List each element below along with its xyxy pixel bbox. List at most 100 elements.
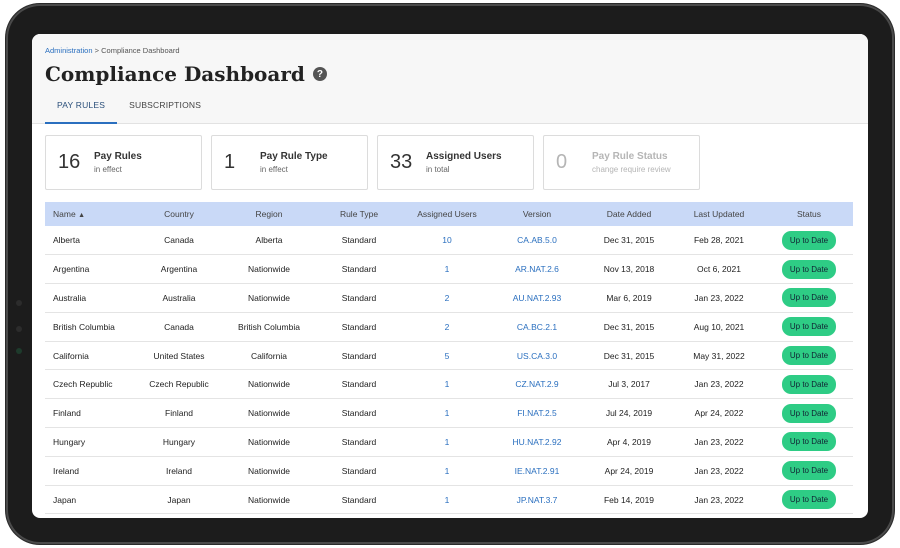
card-value: 33 (390, 151, 413, 173)
version-link[interactable]: FI.NAT.2.5 (517, 408, 557, 419)
table-row[interactable]: Alberta Canada Alberta Standard 10 CA.AB.5.0 D… (45, 226, 853, 256)
page-header: Administration > Compliance Dashboard Co… (32, 34, 868, 124)
assigned-users-link[interactable]: 1 (444, 264, 450, 275)
table-row[interactable]: Japan Japan Nationwide Standard 1 JP.NAT.3.7 F… (45, 485, 853, 515)
assigned-users-link[interactable]: 2 (444, 292, 450, 303)
status-badge[interactable]: Up to Date (781, 374, 837, 394)
cell-date-added: Mar 6, 2019 (585, 283, 673, 313)
version-link[interactable]: JP.NAT.3.7 (516, 494, 558, 505)
status-badge[interactable]: Up to Date (781, 461, 837, 481)
cell-date-added: Nov 13, 2018 (585, 254, 673, 285)
cell-version: IE.NAT.2.91 (489, 456, 585, 486)
cell-version: AR.NAT.2.6 (489, 254, 585, 285)
status-badge[interactable]: Up to Date (781, 288, 837, 308)
cell-status: Up to Date (765, 369, 853, 400)
cell-date-added: Apr 4, 2019 (585, 427, 673, 457)
column-header-region[interactable]: Region (255, 209, 283, 219)
card-assigned-users[interactable]: 33 Assigned Users in total (377, 135, 534, 190)
status-badge[interactable]: Up to Date (781, 432, 837, 452)
cell-name: Czech Republic (45, 369, 133, 400)
cell-region: Nationwide (225, 485, 313, 515)
table-row[interactable]: Ireland Ireland Nationwide Standard 1 IE.NAT.… (45, 456, 853, 486)
cell-status: Up to Date (765, 312, 853, 342)
cell-assigned-users: 2 (405, 283, 489, 313)
cell-region: Nationwide (225, 456, 313, 486)
table-row[interactable]: Hungary Hungary Nationwide Standard 1 HU.NAT.… (45, 427, 853, 457)
status-badge[interactable]: Up to Date (781, 317, 837, 337)
card-pay-rules[interactable]: 16 Pay Rules in effect (45, 135, 202, 190)
tab-pay-rules[interactable]: PAY RULES (45, 94, 118, 124)
column-header-last-updated[interactable]: Last Updated (693, 209, 745, 219)
cell-name: British Columbia (45, 312, 133, 342)
assigned-users-link[interactable]: 1 (444, 494, 450, 505)
version-link[interactable]: CZ.NAT.2.9 (515, 379, 559, 390)
version-link[interactable]: AU.NAT.2.93 (512, 292, 562, 303)
breadcrumb-administration-link[interactable]: Administration (45, 46, 93, 55)
assigned-users-link[interactable]: 1 (444, 465, 450, 476)
cell-rule-type: Standard (313, 226, 405, 256)
cell-last-updated: May 31, 2022 (673, 341, 765, 371)
status-badge[interactable]: Up to Date (781, 490, 837, 510)
assigned-users-link[interactable]: 10 (442, 235, 452, 246)
column-header-date-added[interactable]: Date Added (606, 209, 652, 219)
cell-assigned-users: 1 (405, 254, 489, 285)
version-link[interactable]: HU.NAT.2.92 (512, 436, 562, 447)
column-header-name[interactable]: Name ▲ (53, 209, 85, 219)
cell-version: CA.AB.5.0 (489, 226, 585, 256)
cell-name: Japan (45, 485, 133, 515)
assigned-users-link[interactable]: 1 (444, 408, 450, 419)
version-link[interactable]: US.CA.3.0 (516, 350, 558, 361)
cell-name: Alberta (45, 226, 133, 256)
cell-region: California (225, 341, 313, 371)
cell-country: United States (133, 341, 225, 371)
column-header-country[interactable]: Country (164, 209, 194, 219)
status-badge[interactable]: Up to Date (781, 346, 837, 366)
table-row[interactable]: California United States California Standar… (45, 341, 853, 371)
cell-status: Up to Date (765, 341, 853, 371)
cell-last-updated: Jan 23, 2022 (673, 283, 765, 313)
version-link[interactable]: CA.AB.5.0 (517, 235, 557, 246)
cell-country: Canada (133, 226, 225, 256)
cell-date-added: Dec 31, 2015 (585, 312, 673, 342)
column-header-status[interactable]: Status (796, 209, 822, 219)
cell-rule-type: Standard (313, 283, 405, 313)
column-header-version[interactable]: Version (522, 209, 552, 219)
cell-region: Nationwide (225, 254, 313, 285)
table-row[interactable]: Australia Australia Nationwide Standard 2 AU.… (45, 283, 853, 313)
column-header-assigned-users[interactable]: Assigned Users (417, 209, 477, 219)
cell-rule-type: Standard (313, 427, 405, 457)
question-circle-icon[interactable]: ? (312, 67, 327, 81)
card-value: 16 (58, 151, 81, 173)
cell-version: FI.NAT.2.5 (489, 398, 585, 429)
cell-country: Japan (133, 485, 225, 515)
version-link[interactable]: IE.NAT.2.91 (514, 465, 560, 476)
cell-assigned-users: 1 (405, 369, 489, 400)
table-row[interactable]: Czech Republic Czech Republic Nationwide St… (45, 369, 853, 400)
page-title: Compliance Dashboard (45, 62, 305, 86)
column-header-rule-type[interactable]: Rule Type (339, 209, 379, 219)
assigned-users-link[interactable]: 5 (444, 350, 450, 361)
assigned-users-link[interactable]: 1 (444, 436, 450, 447)
screen: Administration > Compliance Dashboard Co… (32, 34, 868, 518)
status-badge[interactable]: Up to Date (781, 259, 837, 279)
cell-rule-type: Standard (313, 254, 405, 285)
cell-country: Hungary (133, 427, 225, 457)
cell-name: Finland (45, 398, 133, 429)
assigned-users-link[interactable]: 2 (444, 321, 450, 332)
cell-version: JP.NAT.3.7 (489, 485, 585, 515)
table-row[interactable]: Finland Finland Nationwide Standard 1 FI.NAT.… (45, 398, 853, 429)
table-row[interactable]: Argentina Argentina Nationwide Standard 1 AR.… (45, 254, 853, 285)
version-link[interactable]: CA.BC.2.1 (516, 321, 558, 332)
card-sublabel: in effect (260, 165, 288, 174)
version-link[interactable]: AR.NAT.2.6 (515, 264, 559, 275)
status-badge[interactable]: Up to Date (781, 230, 837, 250)
table-row[interactable]: British Columbia Canada British Columbia St… (45, 312, 853, 342)
table-header-row: Name ▲ Country Region Rule Type Assigned… (45, 202, 853, 226)
tab-subscriptions[interactable]: SUBSCRIPTIONS (129, 100, 202, 110)
cell-version: AU.NAT.2.93 (489, 283, 585, 313)
cell-country: Argentina (133, 254, 225, 285)
card-pay-rule-type[interactable]: 1 Pay Rule Type in effect (211, 135, 368, 190)
tab-bar: PAY RULES SUBSCRIPTIONS (45, 94, 213, 124)
assigned-users-link[interactable]: 1 (444, 379, 450, 390)
status-badge[interactable]: Up to Date (781, 403, 837, 423)
